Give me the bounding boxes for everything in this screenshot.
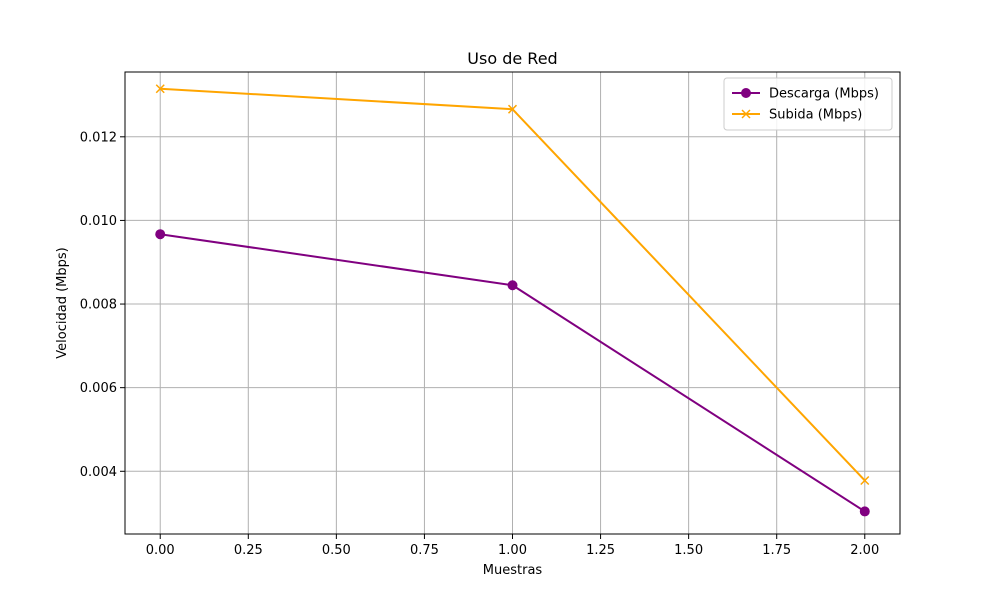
legend-box — [723, 77, 893, 131]
y-tick-label: 0.010 — [80, 214, 117, 229]
x-tick-label: 1.75 — [762, 543, 791, 558]
legend-marker — [741, 88, 751, 98]
x-tick-label: 1.25 — [586, 543, 615, 558]
series-descarga — [155, 229, 870, 517]
x-axis-label: Muestras — [483, 563, 543, 578]
data-point — [155, 84, 165, 94]
legend-item: Descarga (Mbps) — [732, 87, 879, 102]
x-tick-label: 1.00 — [498, 543, 527, 558]
legend-label: Subida (Mbps) — [769, 108, 862, 123]
legend-label: Descarga (Mbps) — [769, 87, 879, 102]
data-point — [507, 104, 518, 114]
data-point — [507, 280, 518, 291]
grid-layer — [125, 72, 900, 534]
series-subida — [155, 84, 870, 486]
x-tick-label: 0.00 — [146, 543, 175, 558]
ticks-layer: 0.00 0.25 0.50 0.75 1.00 1.25 1.50 1.75 2.00 0.00… — [80, 130, 879, 558]
data-point — [155, 229, 166, 240]
x-tick-label: 0.50 — [322, 543, 351, 558]
data-point — [860, 475, 870, 486]
legend-marker — [741, 109, 751, 119]
legend: Descarga (Mbps) Subida (Mbps) — [723, 77, 893, 131]
y-tick-label: 0.012 — [80, 130, 117, 145]
chart-title: Uso de Red — [467, 49, 557, 68]
y-tick-label: 0.006 — [80, 381, 117, 396]
y-tick-label: 0.004 — [80, 465, 117, 480]
x-tick-label: 2.00 — [850, 543, 879, 558]
series-layer — [155, 84, 870, 517]
x-tick-label: 0.25 — [234, 543, 263, 558]
x-tick-label: 1.50 — [674, 543, 703, 558]
legend-item: Subida (Mbps) — [732, 108, 862, 123]
x-tick-label: 0.75 — [410, 543, 439, 558]
y-axis-label: Velocidad (Mbps) — [55, 247, 70, 358]
y-tick-label: 0.008 — [80, 298, 117, 313]
data-point — [859, 506, 870, 517]
